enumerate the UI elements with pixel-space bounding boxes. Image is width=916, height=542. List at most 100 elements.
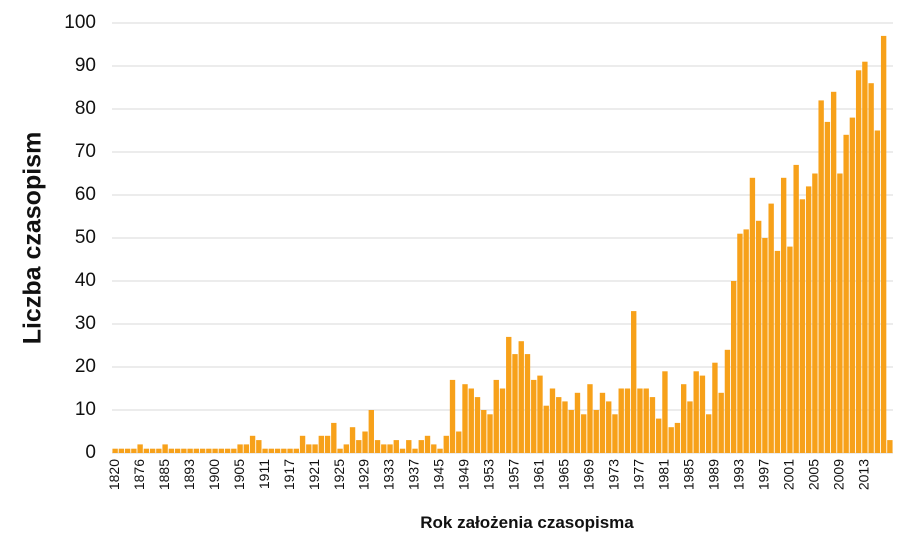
bar [237, 444, 243, 453]
bar [830, 91, 837, 454]
bar [449, 379, 456, 453]
bar [562, 401, 568, 453]
bar [399, 448, 406, 453]
x-tick-label: 1981 [656, 459, 672, 490]
bar [612, 414, 618, 453]
y-tick-label: 70 [75, 141, 96, 162]
bar [574, 392, 581, 453]
bar [681, 384, 687, 453]
x-tick-label: 1973 [606, 459, 622, 490]
bar [306, 444, 312, 453]
bar [174, 448, 181, 453]
bar [768, 203, 774, 453]
bar [118, 448, 125, 453]
bar [256, 440, 262, 453]
bar [624, 388, 631, 453]
x-tick-label: 2013 [856, 459, 872, 490]
bar [406, 440, 412, 453]
bar [131, 448, 137, 453]
y-tick-label: 50 [75, 227, 96, 248]
bar [787, 246, 793, 453]
bar [699, 375, 706, 453]
bar [793, 164, 799, 453]
bar [824, 121, 831, 454]
bar [156, 448, 162, 453]
x-tick-label: 1921 [306, 459, 322, 490]
x-axis-title: Rok założenia czasopisma [420, 513, 634, 532]
bar [168, 448, 175, 453]
y-tick-label: 60 [75, 184, 96, 205]
bar [218, 448, 225, 453]
bar [331, 422, 337, 453]
bar [412, 448, 418, 453]
bar [381, 444, 387, 453]
bar [443, 435, 449, 453]
bar [568, 410, 574, 453]
bar [843, 134, 849, 454]
bar [780, 177, 787, 454]
x-tick-label: 1965 [556, 459, 572, 490]
bar [481, 410, 487, 453]
bar [812, 173, 818, 453]
bar [862, 61, 868, 453]
bar [762, 238, 768, 453]
x-tick-label: 1937 [406, 459, 422, 490]
bar [649, 397, 656, 453]
bar [737, 233, 743, 453]
x-tick-label: 1893 [181, 459, 197, 490]
bar [193, 448, 200, 453]
bar [874, 130, 881, 453]
bar [368, 410, 374, 453]
bar [887, 440, 893, 453]
x-tick-label: 1961 [531, 459, 547, 490]
bar [631, 311, 637, 453]
y-tick-label: 90 [75, 55, 96, 76]
bar [274, 448, 281, 453]
bar [493, 379, 499, 453]
bar [749, 177, 756, 454]
bar [343, 444, 349, 453]
bar [662, 371, 668, 453]
x-tick-label: 1900 [206, 459, 222, 490]
x-tick-label: 1876 [131, 459, 147, 490]
bar [162, 444, 168, 453]
bar [374, 440, 381, 453]
bar [212, 448, 218, 453]
bar [231, 448, 237, 453]
x-tick-label: 1820 [106, 459, 122, 490]
bar [187, 448, 193, 453]
y-tick-label: 20 [75, 356, 96, 377]
bar [656, 418, 662, 453]
bar [337, 448, 343, 453]
bar [243, 444, 250, 453]
bar [805, 186, 812, 453]
bar [849, 117, 856, 453]
bar [199, 448, 206, 453]
bar [293, 448, 300, 453]
x-tick-label: 1885 [156, 459, 172, 490]
bar [268, 448, 275, 453]
x-tick-label: 2009 [831, 459, 847, 490]
bar [543, 405, 549, 453]
bar [599, 392, 606, 453]
bar [524, 354, 531, 453]
bar [880, 35, 887, 454]
x-tick-label: 1957 [506, 459, 522, 490]
bar [581, 414, 587, 453]
bar [349, 427, 356, 453]
bar [712, 362, 718, 453]
bar [774, 250, 781, 453]
x-tick-label: 1953 [481, 459, 497, 490]
bar [206, 448, 212, 453]
bar [643, 388, 649, 453]
x-tick-label: 1985 [681, 459, 697, 490]
y-tick-label: 80 [75, 98, 96, 119]
bar [755, 220, 762, 453]
bar [462, 384, 468, 453]
bar [674, 422, 681, 453]
bar [418, 440, 424, 453]
bar [556, 397, 562, 453]
bar [743, 229, 749, 453]
x-tick-label: 1925 [331, 459, 347, 490]
